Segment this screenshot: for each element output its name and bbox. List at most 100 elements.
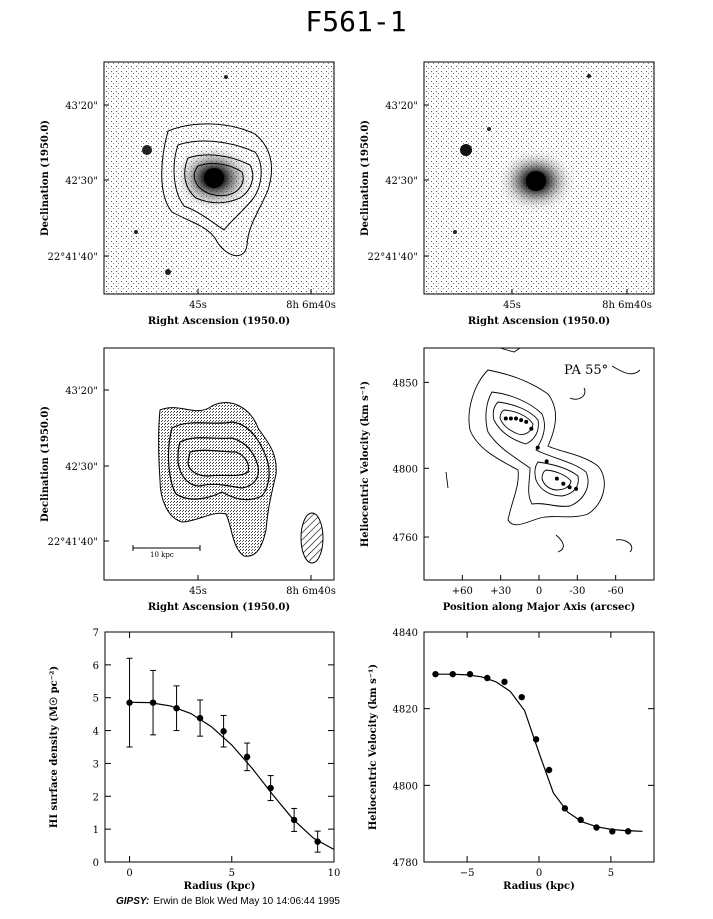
data-point bbox=[126, 699, 133, 706]
panel-optical-hi-overlay bbox=[103, 61, 335, 295]
sd-content: 0 5 10 0 1 2 3 4 5 6 7 Radius (kpc) HI surface densi… bbox=[49, 628, 340, 892]
y-axis-label: Heliocentric Velocity (km s⁻¹) bbox=[368, 664, 379, 830]
pv-point bbox=[567, 485, 572, 490]
footer-prefix: GIPSY: bbox=[116, 896, 149, 907]
pv-point bbox=[519, 418, 524, 423]
data-point bbox=[501, 678, 508, 686]
x-tick-label: 45s bbox=[189, 300, 207, 311]
foreground-star bbox=[134, 230, 138, 234]
pv-axes: +60 +30 0 -30 -60 4760 4800 4850 Position along … bbox=[360, 378, 635, 613]
plot-frame bbox=[423, 631, 655, 863]
data-point bbox=[290, 816, 298, 824]
x-tick-label: 8h 6m40s bbox=[286, 300, 336, 311]
foreground-star bbox=[587, 74, 591, 78]
data-point bbox=[484, 674, 491, 682]
y-tick-label: 42'30" bbox=[65, 176, 98, 187]
y-tick-label: 22°41'40" bbox=[47, 537, 98, 548]
x-tick-label: 8h 6m40s bbox=[286, 586, 336, 597]
pv-rotation-points bbox=[503, 416, 579, 491]
plot-frame bbox=[104, 631, 335, 863]
galaxy-core bbox=[526, 171, 546, 191]
data-point bbox=[593, 824, 600, 831]
scale-bar-label: 10 kpc bbox=[150, 551, 174, 559]
panel-optical bbox=[423, 61, 655, 295]
data-point bbox=[267, 784, 274, 792]
y-tick-label: 6 bbox=[93, 661, 99, 672]
data-point bbox=[196, 714, 204, 722]
x-tick-label: 45s bbox=[503, 300, 521, 311]
pv-point bbox=[544, 459, 549, 464]
rc-content: −5 0 5 4780 4800 4820 4840 Radius (kpc) Heliocen… bbox=[368, 628, 654, 892]
pv-point bbox=[524, 419, 529, 424]
y-tick-label: 43'20" bbox=[385, 101, 418, 112]
y-tick-label: 42'30" bbox=[385, 176, 418, 187]
x-axis-label: Right Ascension (1950.0) bbox=[468, 316, 610, 327]
data-point bbox=[466, 670, 474, 678]
panel-rotation-curve: −5 0 5 4780 4800 4820 4840 Radius (kpc) Heliocen… bbox=[368, 628, 655, 892]
hi-contours bbox=[161, 123, 273, 257]
foreground-star bbox=[142, 145, 152, 155]
x-axis-label: Right Ascension (1950.0) bbox=[148, 602, 290, 613]
data-point bbox=[149, 699, 157, 706]
y-axis-label: Heliocentric Velocity (km s⁻¹) bbox=[360, 381, 371, 547]
data-point bbox=[545, 766, 553, 774]
y-tick-label: 22°41'40" bbox=[367, 252, 418, 263]
x-tick-label: +30 bbox=[490, 586, 511, 597]
pv-point bbox=[529, 426, 534, 431]
foreground-star bbox=[487, 127, 491, 131]
y-tick-label: 43'20" bbox=[65, 101, 98, 112]
y-axis-label: Declination (1950.0) bbox=[40, 120, 51, 236]
x-tick-label: 0 bbox=[536, 586, 542, 597]
x-tick-label: −5 bbox=[460, 868, 475, 879]
x-axis-label: Position along Major Axis (arcsec) bbox=[443, 602, 635, 613]
y-tick-label: 4760 bbox=[393, 533, 418, 544]
y-tick-label: 22°41'40" bbox=[47, 252, 98, 263]
y-tick-label: 7 bbox=[93, 628, 99, 639]
foreground-star bbox=[165, 269, 171, 275]
plot-frame bbox=[423, 347, 655, 581]
panel-hi-map: 10 kpc bbox=[103, 347, 335, 581]
figure-title: F561-1 bbox=[305, 5, 406, 38]
data-point bbox=[173, 705, 180, 712]
x-tick-label: 8h 6m40s bbox=[602, 300, 652, 311]
y-tick-label: 4800 bbox=[393, 464, 418, 475]
x-tick-label: -30 bbox=[569, 586, 585, 597]
x-axis-label: Radius (kpc) bbox=[184, 881, 256, 892]
foreground-star bbox=[460, 144, 472, 156]
pv-contours bbox=[445, 347, 641, 553]
panel-surface-density: 0 5 10 0 1 2 3 4 5 6 7 Radius (kpc) HI surface densi… bbox=[49, 628, 340, 892]
data-point bbox=[243, 753, 251, 761]
pv-point bbox=[554, 476, 559, 481]
y-tick-label: 0 bbox=[93, 858, 99, 869]
model-curve bbox=[435, 673, 643, 832]
x-tick-label: 5 bbox=[229, 868, 235, 879]
x-tick-label: 45s bbox=[189, 586, 207, 597]
y-axis-label: HI surface density (M☉ pc⁻²) bbox=[49, 666, 60, 828]
y-tick-label: 1 bbox=[93, 825, 99, 836]
data-point bbox=[432, 670, 439, 678]
hi-emission bbox=[158, 402, 277, 557]
y-axis-label: Declination (1950.0) bbox=[360, 120, 371, 236]
hi-contours bbox=[167, 421, 270, 501]
x-tick-label: 5 bbox=[608, 868, 614, 879]
data-point bbox=[624, 828, 632, 835]
foreground-star bbox=[453, 230, 457, 234]
y-tick-label: 4780 bbox=[393, 858, 418, 869]
y-tick-label: 42'30" bbox=[65, 462, 98, 473]
data-point bbox=[449, 670, 456, 678]
data-point bbox=[314, 838, 321, 845]
foreground-star bbox=[224, 75, 228, 79]
pv-point bbox=[561, 481, 566, 486]
x-tick-label: +60 bbox=[452, 586, 473, 597]
x-axis-label: Right Ascension (1950.0) bbox=[148, 316, 290, 327]
data-point bbox=[561, 805, 569, 812]
y-tick-label: 4800 bbox=[393, 781, 418, 792]
footer-text: Erwin de Blok Wed May 10 14:06:44 1995 bbox=[153, 896, 340, 907]
pv-point bbox=[503, 416, 508, 421]
pv-point bbox=[508, 416, 513, 421]
y-tick-label: 3 bbox=[93, 759, 99, 770]
data-point bbox=[220, 728, 227, 735]
x-tick-label: 10 bbox=[328, 868, 341, 879]
pv-point bbox=[574, 486, 579, 491]
